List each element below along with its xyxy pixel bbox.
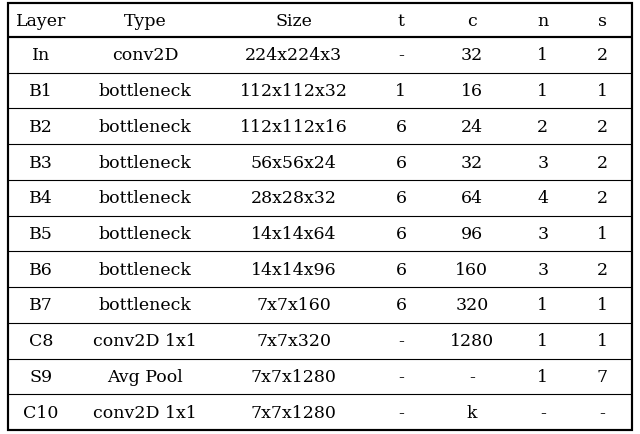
Text: 1: 1 <box>596 297 608 314</box>
Text: Avg Pool: Avg Pool <box>107 368 183 385</box>
Text: 6: 6 <box>396 297 406 314</box>
Text: 28x28x32: 28x28x32 <box>251 190 337 207</box>
Text: 1: 1 <box>396 83 406 100</box>
Text: 1: 1 <box>596 332 608 349</box>
Text: 2: 2 <box>596 261 608 278</box>
Text: bottleneck: bottleneck <box>99 154 191 171</box>
Text: 7x7x1280: 7x7x1280 <box>251 368 337 385</box>
Text: 64: 64 <box>461 190 483 207</box>
Text: In: In <box>32 47 50 64</box>
Text: Layer: Layer <box>16 13 66 30</box>
Text: 7: 7 <box>596 368 608 385</box>
Text: 24: 24 <box>461 118 483 135</box>
Text: conv2D 1x1: conv2D 1x1 <box>93 332 197 349</box>
Text: 1: 1 <box>538 297 548 314</box>
Text: -: - <box>398 404 404 421</box>
Text: B3: B3 <box>29 154 53 171</box>
Text: 32: 32 <box>461 47 483 64</box>
Text: conv2D 1x1: conv2D 1x1 <box>93 404 197 421</box>
Text: 3: 3 <box>538 261 548 278</box>
Text: -: - <box>599 404 605 421</box>
Text: 16: 16 <box>461 83 483 100</box>
Text: 4: 4 <box>538 190 548 207</box>
Text: 2: 2 <box>596 190 608 207</box>
Text: -: - <box>398 332 404 349</box>
Text: 6: 6 <box>396 261 406 278</box>
Text: 6: 6 <box>396 154 406 171</box>
Text: bottleneck: bottleneck <box>99 261 191 278</box>
Text: 2: 2 <box>596 118 608 135</box>
Text: 14x14x96: 14x14x96 <box>251 261 337 278</box>
Text: bottleneck: bottleneck <box>99 118 191 135</box>
Text: 56x56x24: 56x56x24 <box>251 154 337 171</box>
Text: 1: 1 <box>596 83 608 100</box>
Text: s: s <box>598 13 607 30</box>
Text: 320: 320 <box>455 297 488 314</box>
Text: bottleneck: bottleneck <box>99 83 191 100</box>
Text: 6: 6 <box>396 118 406 135</box>
Text: 1: 1 <box>538 332 548 349</box>
Text: 112x112x16: 112x112x16 <box>240 118 348 135</box>
Text: 3: 3 <box>538 226 548 243</box>
Text: B5: B5 <box>29 226 53 243</box>
Text: -: - <box>398 368 404 385</box>
Text: 1: 1 <box>538 368 548 385</box>
Text: Size: Size <box>275 13 312 30</box>
Text: 7x7x320: 7x7x320 <box>256 332 331 349</box>
Text: B2: B2 <box>29 118 53 135</box>
Text: t: t <box>397 13 404 30</box>
Text: C10: C10 <box>23 404 59 421</box>
Text: C8: C8 <box>29 332 53 349</box>
Text: S9: S9 <box>29 368 52 385</box>
Text: conv2D: conv2D <box>112 47 179 64</box>
Text: 14x14x64: 14x14x64 <box>251 226 337 243</box>
Text: 2: 2 <box>596 154 608 171</box>
Text: 2: 2 <box>538 118 548 135</box>
Text: 224x224x3: 224x224x3 <box>245 47 342 64</box>
Text: 2: 2 <box>596 47 608 64</box>
Text: 1: 1 <box>538 83 548 100</box>
Text: B1: B1 <box>29 83 53 100</box>
Text: -: - <box>398 47 404 64</box>
Text: 3: 3 <box>538 154 548 171</box>
Text: 6: 6 <box>396 190 406 207</box>
Text: 160: 160 <box>456 261 488 278</box>
Text: 6: 6 <box>396 226 406 243</box>
Text: 1: 1 <box>538 47 548 64</box>
Text: bottleneck: bottleneck <box>99 226 191 243</box>
Text: 112x112x32: 112x112x32 <box>239 83 348 100</box>
Text: Type: Type <box>124 13 166 30</box>
Text: bottleneck: bottleneck <box>99 297 191 314</box>
Text: 1280: 1280 <box>450 332 494 349</box>
Text: B4: B4 <box>29 190 53 207</box>
Text: bottleneck: bottleneck <box>99 190 191 207</box>
Text: B7: B7 <box>29 297 53 314</box>
Text: -: - <box>540 404 546 421</box>
Text: 96: 96 <box>461 226 483 243</box>
Text: 7x7x160: 7x7x160 <box>256 297 331 314</box>
Text: 7x7x1280: 7x7x1280 <box>251 404 337 421</box>
Text: 32: 32 <box>461 154 483 171</box>
Text: c: c <box>467 13 477 30</box>
Text: n: n <box>537 13 548 30</box>
Text: B6: B6 <box>29 261 53 278</box>
Text: 1: 1 <box>596 226 608 243</box>
Text: -: - <box>469 368 475 385</box>
Text: k: k <box>467 404 477 421</box>
